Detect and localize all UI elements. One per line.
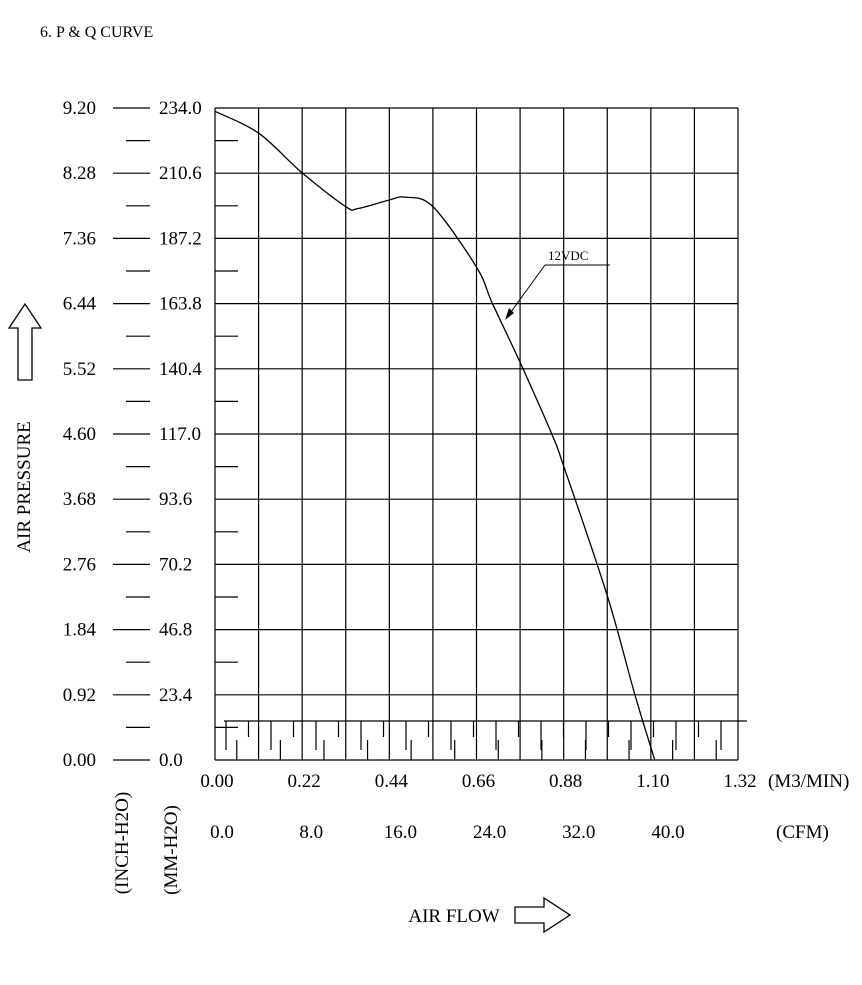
y-tick-label-mm: 210.6 xyxy=(159,163,202,184)
x-axis-label: AIR FLOW xyxy=(408,906,499,927)
y-tick-label-inch: 4.60 xyxy=(63,424,96,445)
axes: 0.0 0.00 23.4 0.92 46.8 1.84 70.2 2.76 93.6 3.68 1… xyxy=(63,98,757,843)
x-tick-label: 1.10 xyxy=(636,771,669,792)
cfm-tick-label: 8.0 xyxy=(299,822,323,843)
x2-unit-label: (CFM) xyxy=(776,822,829,843)
y-tick-label-mm: 140.4 xyxy=(159,359,202,380)
chart-title: 6. P & Q CURVE xyxy=(40,24,154,41)
y-unit-inch-label: (INCH-H2O) xyxy=(112,792,133,894)
y-tick-label-mm: 163.8 xyxy=(159,294,202,315)
cfm-tick-label: 40.0 xyxy=(651,822,684,843)
cfm-tick-label: 0.0 xyxy=(210,822,234,843)
x-tick-label: 0.00 xyxy=(200,771,233,792)
x-tick-label: 0.88 xyxy=(549,771,582,792)
y-tick-label-mm: 187.2 xyxy=(159,228,202,249)
x-unit-label: (M3/MIN) xyxy=(768,771,849,792)
y-tick-label-inch: 7.36 xyxy=(63,228,96,249)
y-tick-label-inch: 8.28 xyxy=(63,163,96,184)
arrow-right-icon xyxy=(514,896,572,934)
y-tick-label-inch: 0.92 xyxy=(63,685,96,706)
marks: 12VDC xyxy=(214,110,656,761)
y-tick-label-inch: 6.44 xyxy=(63,294,97,315)
y-tick-label-inch: 0.00 xyxy=(63,750,96,771)
y-tick-label-mm: 117.0 xyxy=(159,424,201,445)
x-tick-label: 0.44 xyxy=(375,771,409,792)
y-tick-label-inch: 2.76 xyxy=(63,554,96,575)
y-axis-label: AIR PRESSURE xyxy=(14,421,35,552)
y-tick-label-mm: 46.8 xyxy=(159,620,192,641)
cfm-tick-label: 16.0 xyxy=(384,822,417,843)
x-tick-label: 1.32 xyxy=(723,771,756,792)
y-tick-label-mm: 0.0 xyxy=(159,750,183,771)
y-tick-label-mm: 93.6 xyxy=(159,489,192,510)
series-curve-12vdc xyxy=(214,110,656,761)
arrow-up-icon xyxy=(7,302,43,381)
callout-leader xyxy=(507,264,546,317)
y-tick-label-mm: 23.4 xyxy=(159,685,193,706)
cfm-tick-label: 32.0 xyxy=(562,822,595,843)
x-tick-label: 0.66 xyxy=(462,771,495,792)
y-unit-mm-label: (MM-H2O) xyxy=(161,805,182,895)
series-label: 12VDC xyxy=(548,248,588,263)
cfm-tick-label: 24.0 xyxy=(473,822,506,843)
y-tick-label-inch: 9.20 xyxy=(63,98,96,119)
y-tick-label-mm: 234.0 xyxy=(159,98,202,119)
grid xyxy=(214,107,739,761)
y-tick-label-inch: 5.52 xyxy=(63,359,96,380)
callout-arrowhead xyxy=(505,308,514,320)
y-tick-label-inch: 3.68 xyxy=(63,489,96,510)
x-tick-label: 0.22 xyxy=(288,771,321,792)
y-tick-label-inch: 1.84 xyxy=(63,620,97,641)
y-tick-label-mm: 70.2 xyxy=(159,554,192,575)
